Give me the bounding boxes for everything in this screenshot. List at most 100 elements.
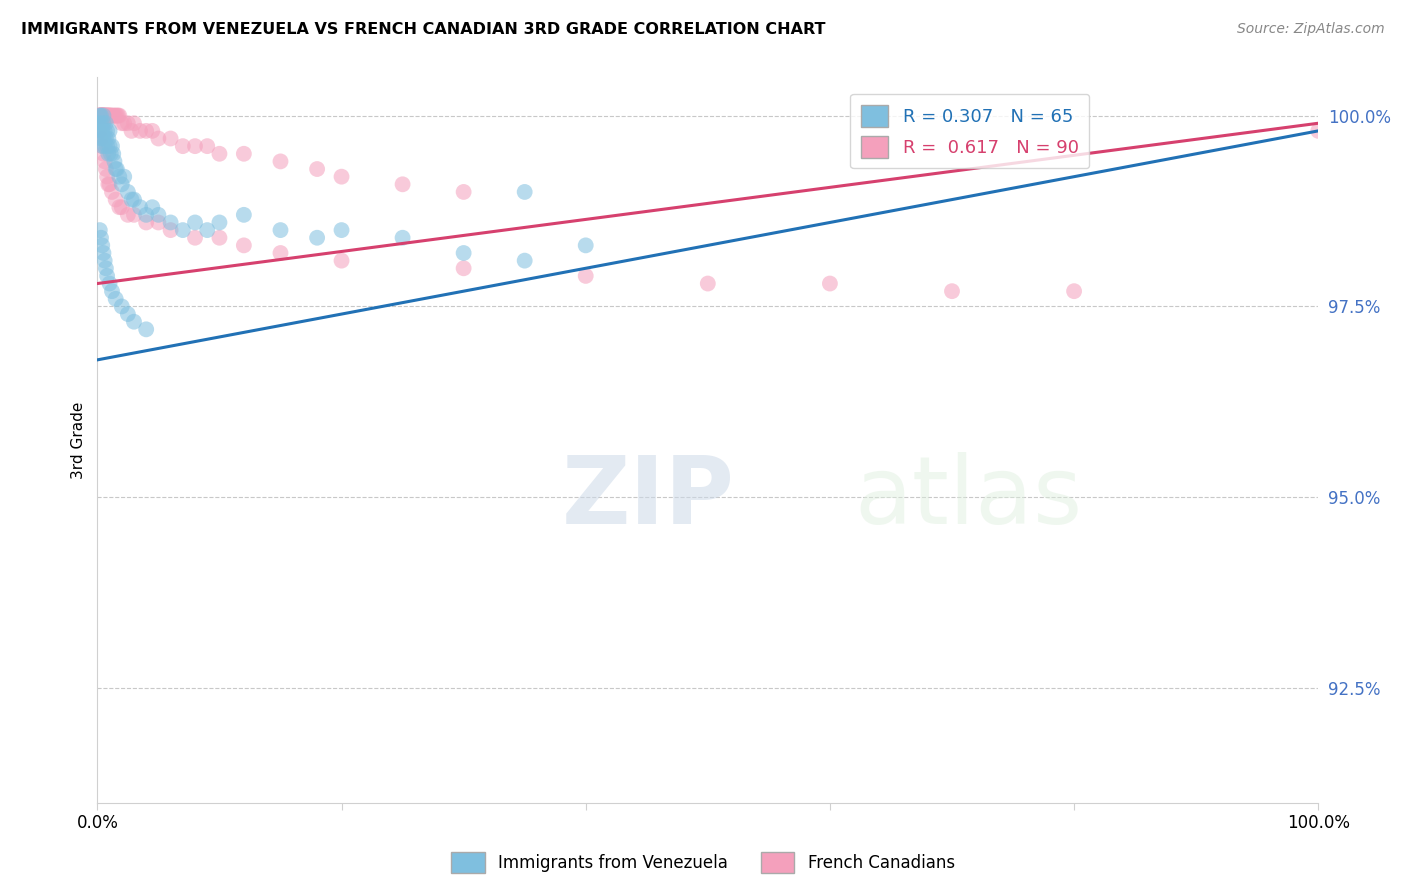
Point — [91, 139, 114, 153]
Point — [184, 215, 207, 229]
Point — [112, 169, 135, 184]
Point — [208, 215, 231, 229]
Point — [330, 253, 353, 268]
Point — [89, 109, 111, 123]
Point — [101, 109, 124, 123]
Point — [96, 109, 118, 123]
Point — [103, 154, 125, 169]
Point — [108, 169, 131, 184]
Point — [89, 109, 111, 123]
Point — [159, 223, 181, 237]
Point — [90, 109, 112, 123]
Point — [90, 109, 112, 123]
Point — [101, 185, 124, 199]
Point — [575, 238, 598, 252]
Point — [89, 124, 111, 138]
Point — [104, 193, 127, 207]
Point — [1308, 124, 1330, 138]
Point — [122, 208, 145, 222]
Point — [330, 223, 353, 237]
Point — [90, 109, 112, 123]
Point — [100, 146, 122, 161]
Point — [122, 315, 145, 329]
Point — [97, 109, 120, 123]
Point — [184, 231, 207, 245]
Point — [96, 109, 118, 123]
Point — [941, 284, 963, 298]
Text: atlas: atlas — [855, 452, 1083, 544]
Point — [93, 109, 115, 123]
Point — [391, 178, 413, 192]
Text: IMMIGRANTS FROM VENEZUELA VS FRENCH CANADIAN 3RD GRADE CORRELATION CHART: IMMIGRANTS FROM VENEZUELA VS FRENCH CANA… — [21, 22, 825, 37]
Point — [141, 200, 163, 214]
Point — [93, 109, 115, 123]
Point — [96, 139, 118, 153]
Point — [108, 200, 131, 214]
Point — [232, 146, 254, 161]
Point — [94, 109, 117, 123]
Point — [135, 208, 157, 222]
Point — [93, 109, 115, 123]
Point — [87, 109, 110, 123]
Legend: R = 0.307   N = 65, R =  0.617   N = 90: R = 0.307 N = 65, R = 0.617 N = 90 — [851, 94, 1090, 169]
Point — [195, 223, 218, 237]
Point — [93, 154, 115, 169]
Point — [93, 109, 115, 123]
Point — [122, 193, 145, 207]
Point — [93, 139, 115, 153]
Point — [89, 124, 111, 138]
Point — [195, 139, 218, 153]
Point — [453, 246, 475, 260]
Point — [818, 277, 841, 291]
Text: Source: ZipAtlas.com: Source: ZipAtlas.com — [1237, 22, 1385, 37]
Point — [96, 169, 118, 184]
Point — [103, 109, 125, 123]
Point — [105, 109, 128, 123]
Point — [129, 200, 152, 214]
Point — [148, 208, 170, 222]
Point — [89, 109, 111, 123]
Point — [91, 109, 114, 123]
Point — [100, 109, 122, 123]
Point — [90, 109, 112, 123]
Legend: Immigrants from Venezuela, French Canadians: Immigrants from Venezuela, French Canadi… — [444, 846, 962, 880]
Point — [117, 307, 139, 321]
Point — [307, 162, 329, 177]
Point — [94, 261, 117, 276]
Point — [104, 292, 127, 306]
Point — [90, 131, 112, 145]
Point — [391, 231, 413, 245]
Point — [93, 253, 115, 268]
Point — [107, 109, 129, 123]
Point — [87, 109, 110, 123]
Point — [93, 109, 115, 123]
Point — [93, 124, 115, 138]
Point — [269, 223, 291, 237]
Point — [172, 139, 194, 153]
Point — [148, 131, 170, 145]
Point — [98, 277, 121, 291]
Point — [148, 215, 170, 229]
Point — [97, 178, 120, 192]
Point — [90, 116, 112, 130]
Point — [513, 253, 536, 268]
Point — [103, 146, 125, 161]
Point — [117, 208, 139, 222]
Point — [89, 109, 111, 123]
Point — [90, 131, 112, 145]
Point — [94, 109, 117, 123]
Point — [91, 109, 114, 123]
Point — [141, 124, 163, 138]
Point — [184, 139, 207, 153]
Point — [93, 109, 115, 123]
Point — [101, 139, 124, 153]
Point — [103, 109, 125, 123]
Point — [208, 146, 231, 161]
Point — [104, 162, 127, 177]
Point — [97, 131, 120, 145]
Point — [111, 178, 134, 192]
Point — [232, 208, 254, 222]
Point — [91, 124, 114, 138]
Point — [93, 116, 115, 130]
Point — [98, 109, 121, 123]
